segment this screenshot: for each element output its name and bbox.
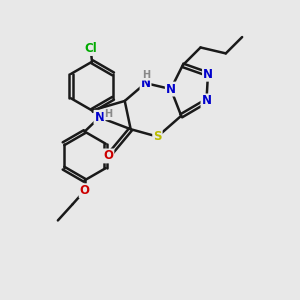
Text: O: O: [80, 184, 90, 197]
Text: Cl: Cl: [84, 42, 97, 55]
Text: N: N: [202, 94, 212, 107]
Text: O: O: [103, 149, 113, 162]
Text: H: H: [142, 70, 151, 80]
Text: N: N: [94, 111, 104, 124]
Text: S: S: [153, 130, 162, 143]
Text: N: N: [140, 76, 151, 90]
Text: H: H: [104, 109, 112, 119]
Text: N: N: [166, 82, 176, 96]
Text: N: N: [203, 68, 213, 81]
Text: Cl: Cl: [84, 42, 97, 55]
